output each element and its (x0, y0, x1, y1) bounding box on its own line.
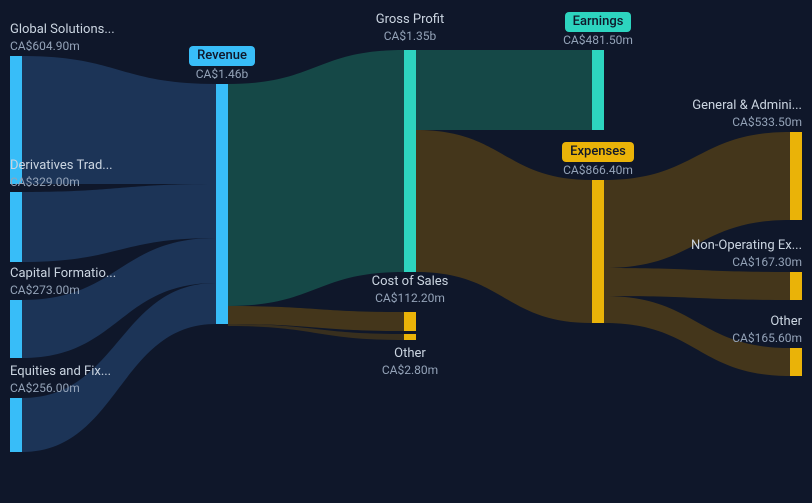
node-title: Gross Profit (340, 12, 480, 28)
node-value: CA$604.90m (10, 39, 115, 54)
sankey-link (228, 306, 404, 331)
sankey-node-earn (592, 50, 604, 130)
node-value: CA$273.00m (10, 283, 116, 298)
node-label-ga: General & Admini...CA$533.50m (692, 98, 802, 130)
node-title: Equities and Fix... (10, 364, 111, 380)
node-title: Cost of Sales (340, 274, 480, 290)
node-title: General & Admini... (692, 98, 802, 114)
sankey-node-gross (404, 50, 416, 272)
node-value: CA$533.50m (692, 115, 802, 130)
sankey-node-equities (10, 398, 22, 452)
node-label-expenses: ExpensesCA$866.40m (528, 142, 668, 178)
sankey-node-capform (10, 300, 22, 358)
sankey-node-other (790, 348, 802, 376)
sankey-link (604, 268, 790, 300)
node-title: Expenses (562, 142, 634, 162)
node-label-other: OtherCA$165.60m (732, 314, 802, 346)
node-label-cother: OtherCA$2.80m (340, 346, 480, 378)
node-title: Global Solutions... (10, 22, 115, 38)
node-title: Other (340, 346, 480, 362)
node-value: CA$167.30m (691, 255, 802, 270)
sankey-link (228, 50, 404, 306)
sankey-node-cother (404, 334, 416, 340)
node-value: CA$2.80m (340, 363, 480, 378)
node-value: CA$112.20m (340, 291, 480, 306)
sankey-node-nonop (790, 272, 802, 300)
node-title: Revenue (189, 46, 255, 66)
node-label-global: Global Solutions...CA$604.90m (10, 22, 115, 54)
node-value: CA$329.00m (10, 175, 113, 190)
sankey-node-deriv (10, 192, 22, 262)
node-title: Capital Formatio... (10, 266, 116, 282)
node-value: CA$165.60m (732, 331, 802, 346)
sankey-node-expenses (592, 180, 604, 323)
node-label-nonop: Non-Operating Ex...CA$167.30m (691, 238, 802, 270)
node-label-capform: Capital Formatio...CA$273.00m (10, 266, 116, 298)
node-value: CA$1.46b (152, 67, 292, 82)
node-value: CA$1.35b (340, 29, 480, 44)
sankey-link (416, 50, 592, 130)
sankey-node-revenue (216, 84, 228, 324)
node-label-earn: EarningsCA$481.50m (528, 12, 668, 48)
sankey-node-ga (790, 132, 802, 220)
node-label-revenue: RevenueCA$1.46b (152, 46, 292, 82)
node-title: Derivatives Trad... (10, 158, 113, 174)
sankey-node-cos (404, 312, 416, 331)
node-title: Other (732, 314, 802, 330)
node-title: Non-Operating Ex... (691, 238, 802, 254)
node-label-cos: Cost of SalesCA$112.20m (340, 274, 480, 306)
node-value: CA$866.40m (528, 163, 668, 178)
node-label-deriv: Derivatives Trad...CA$329.00m (10, 158, 113, 190)
node-label-equities: Equities and Fix...CA$256.00m (10, 364, 111, 396)
node-title: Earnings (565, 12, 632, 32)
node-value: CA$256.00m (10, 381, 111, 396)
node-value: CA$481.50m (528, 33, 668, 48)
node-label-gross: Gross ProfitCA$1.35b (340, 12, 480, 44)
